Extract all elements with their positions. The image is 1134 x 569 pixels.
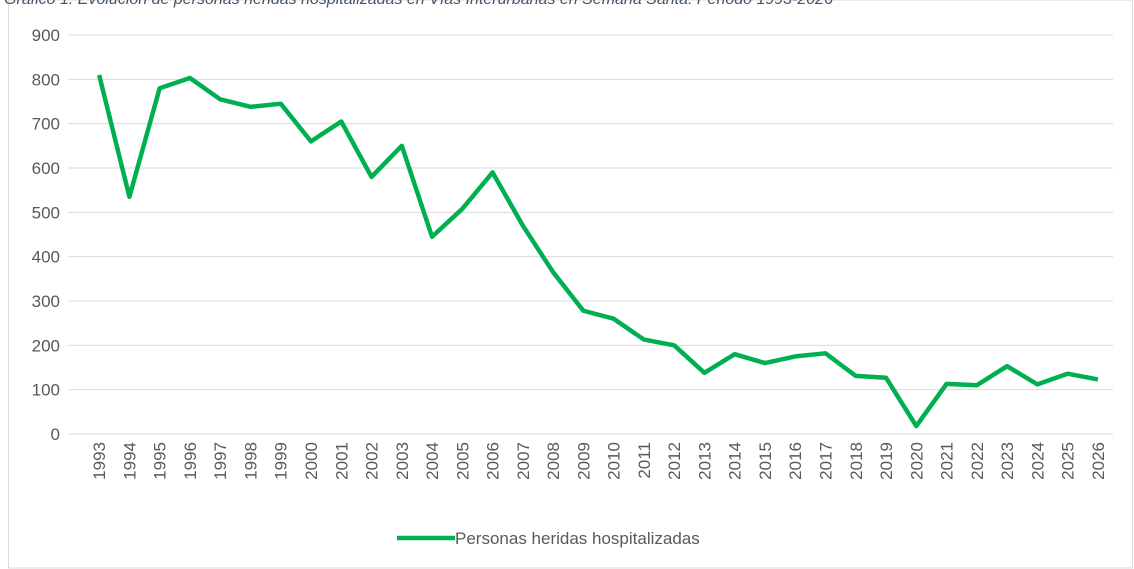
x-tick-label: 1996 <box>181 442 200 480</box>
x-tick-label: 1993 <box>90 442 109 480</box>
x-tick-label: 2018 <box>847 442 866 480</box>
x-tick-label: 2011 <box>635 442 654 479</box>
x-tick-label: 2012 <box>665 442 684 480</box>
x-tick-label: 1994 <box>120 442 139 480</box>
x-tick-label: 2016 <box>786 442 805 480</box>
x-tick-label: 2004 <box>423 442 442 480</box>
y-tick-label: 400 <box>32 248 60 267</box>
x-tick-label: 2023 <box>998 442 1017 480</box>
x-tick-label: 1997 <box>211 442 230 480</box>
x-tick-label: 2003 <box>393 442 412 480</box>
x-tick-label: 2026 <box>1089 442 1108 480</box>
x-tick-label: 2005 <box>453 442 472 480</box>
x-tick-label: 2007 <box>514 442 533 480</box>
y-tick-label: 300 <box>32 292 60 311</box>
x-tick-label: 2002 <box>363 442 382 480</box>
y-tick-label: 0 <box>51 425 60 444</box>
x-tick-label: 2009 <box>574 442 593 480</box>
y-tick-label: 100 <box>32 381 60 400</box>
x-tick-label: 1999 <box>272 442 291 480</box>
y-tick-label: 500 <box>32 203 60 222</box>
x-tick-label: 1995 <box>151 442 170 480</box>
x-tick-label: 2021 <box>938 442 957 480</box>
chart-border <box>8 0 1133 569</box>
legend-label: Personas heridas hospitalizadas <box>455 529 700 548</box>
x-tick-label: 2010 <box>605 442 624 480</box>
x-tick-label: 2024 <box>1028 442 1047 480</box>
y-tick-label: 800 <box>32 70 60 89</box>
y-tick-label: 600 <box>32 159 60 178</box>
x-tick-label: 2013 <box>695 442 714 480</box>
y-tick-label: 700 <box>32 115 60 134</box>
x-tick-label: 2014 <box>726 442 745 480</box>
x-tick-label: 2015 <box>756 442 775 480</box>
x-tick-label: 2006 <box>484 442 503 480</box>
x-tick-label: 1998 <box>241 442 260 480</box>
x-tick-label: 2017 <box>816 442 835 480</box>
y-tick-label: 200 <box>32 336 60 355</box>
x-tick-label: 2001 <box>332 442 351 480</box>
chart-title: Gráfico 1: Evolución de personas heridas… <box>4 0 833 8</box>
line-series <box>96 74 1099 429</box>
y-tick-label: 900 <box>32 26 60 45</box>
x-tick-label: 2000 <box>302 442 321 480</box>
x-tick-label: 2022 <box>968 442 987 480</box>
x-tick-label: 2020 <box>907 442 926 480</box>
x-tick-label: 2019 <box>877 442 896 480</box>
x-tick-label: 2008 <box>544 442 563 480</box>
x-tick-label: 2025 <box>1059 442 1078 480</box>
